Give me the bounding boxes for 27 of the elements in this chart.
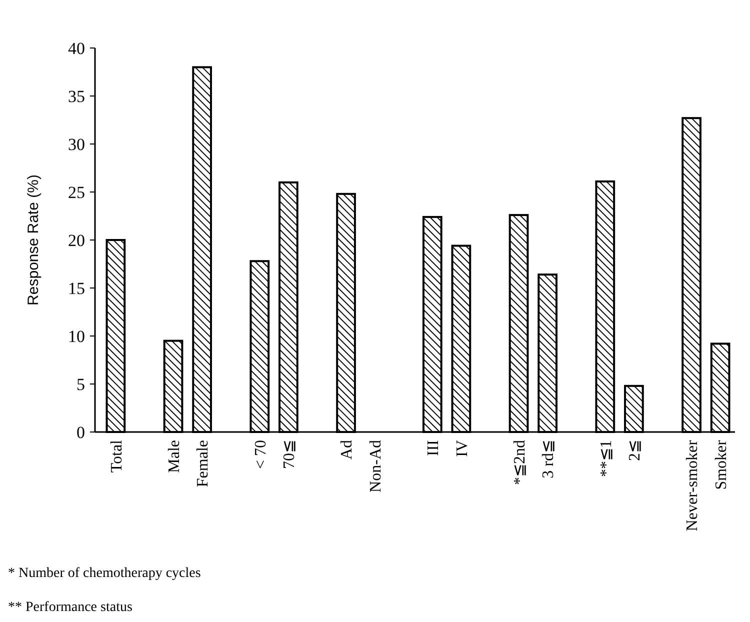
- x-tick-label: Non-Ad: [367, 440, 384, 492]
- y-tick-label: 20: [68, 230, 85, 250]
- text: * Number of chemotherapy cycles: [8, 566, 201, 581]
- x-tick-label: Female: [194, 440, 212, 488]
- y-tick-label: 35: [68, 86, 85, 106]
- y-tick-label: 40: [68, 38, 85, 58]
- x-tick-label: 70≦: [281, 440, 298, 469]
- x-tick-label: Smoker: [712, 439, 730, 490]
- y-axis-title: Response Rate (%): [25, 174, 42, 306]
- x-tick-label: **≦1: [598, 440, 615, 477]
- x-tick-label: 2≦: [626, 440, 644, 461]
- x-tick-label: 3 rd≦: [540, 440, 558, 478]
- x-tick-label: *≦2nd: [511, 440, 528, 485]
- x-tick-label: IV: [454, 440, 471, 457]
- y-tick-label: 15: [68, 278, 85, 298]
- text: ** Performance status: [8, 600, 132, 615]
- x-tick-label: Never-smoker: [684, 439, 702, 532]
- y-tick-label: 0: [76, 422, 85, 442]
- y-tick-label: 30: [68, 134, 85, 154]
- y-tick-label: 5: [76, 374, 85, 394]
- x-tick-label: Total: [108, 439, 126, 473]
- x-tick-label: < 70: [252, 440, 270, 470]
- y-tick-label: 25: [68, 182, 85, 202]
- x-tick-label: III: [424, 440, 442, 456]
- y-tick-label: 10: [68, 326, 85, 346]
- x-tick-label: Male: [166, 440, 183, 473]
- x-tick-label: Ad: [338, 440, 356, 460]
